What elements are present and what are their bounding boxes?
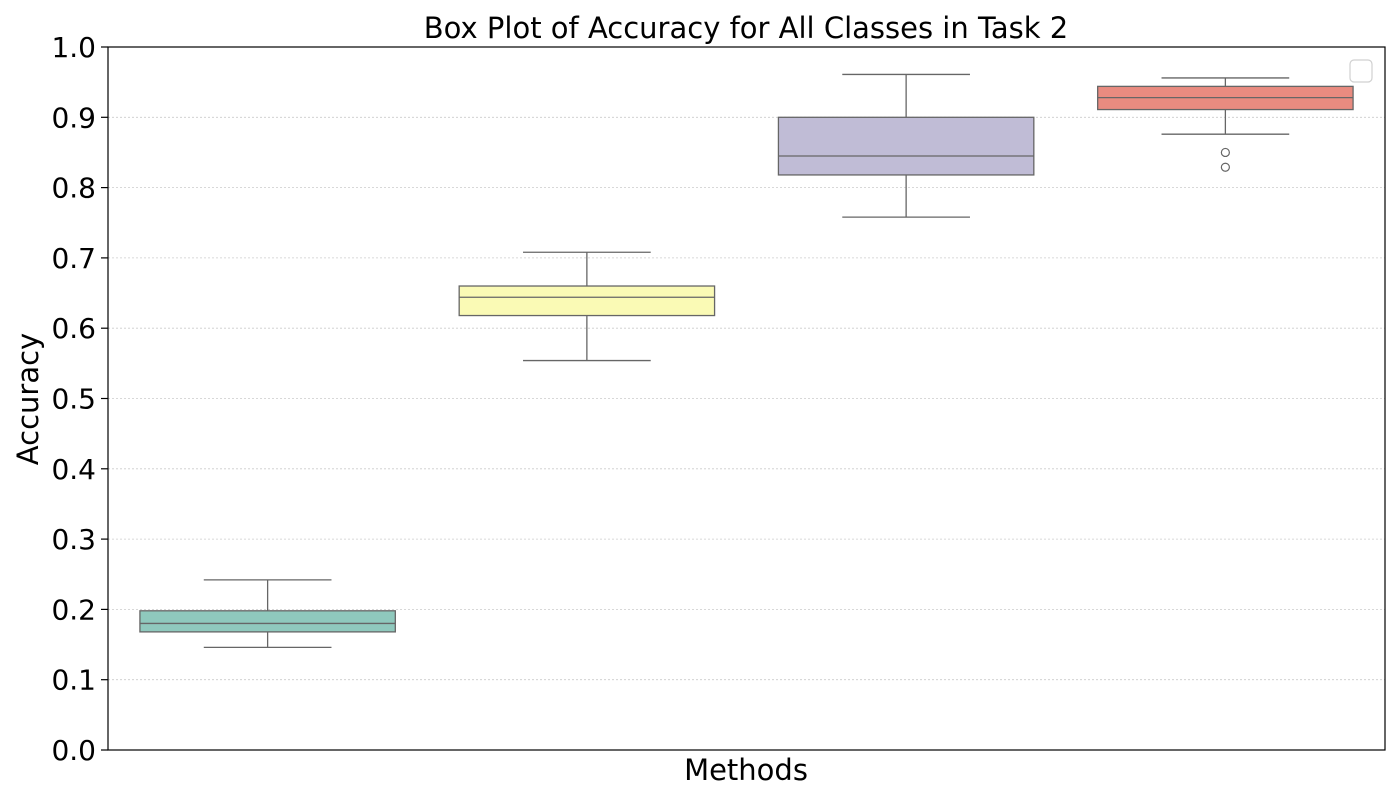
boxes-layer <box>139 73 1354 649</box>
legend-box <box>1349 59 1373 83</box>
y-tick-label: 0.4 <box>51 453 96 486</box>
y-tick-label: 0.0 <box>51 734 96 767</box>
y-axis-label: Accuracy <box>11 333 45 465</box>
y-tick-label: 0.8 <box>51 172 96 205</box>
y-tick-label: 0.7 <box>51 242 96 275</box>
box-body <box>458 285 716 317</box>
box-4 <box>1097 77 1354 172</box>
outlier-point <box>1220 147 1230 158</box>
y-tick-label: 0.2 <box>51 593 96 626</box>
y-tick-label: 0.3 <box>51 523 96 556</box>
y-tick-label: 0.1 <box>51 664 96 697</box>
box-body <box>777 116 1035 176</box>
plot-frame <box>107 46 1386 751</box>
y-tick-label: 0.5 <box>51 383 96 416</box>
box-1 <box>139 579 396 649</box>
outlier-point <box>1220 162 1230 172</box>
box-2 <box>458 251 716 362</box>
chart-title: Box Plot of Accuracy for All Classes in … <box>424 11 1068 45</box>
y-tick-label: 0.6 <box>51 312 96 345</box>
x-axis-label: Methods <box>684 753 808 787</box>
box-3 <box>777 73 1035 218</box>
grid-lines <box>108 116 1385 681</box>
y-tick-label: 0.9 <box>51 101 96 134</box>
y-tick-label: 1.0 <box>51 31 96 64</box>
y-axis: 0.0 0.1 0.2 0.3 0.4 0.5 0.6 0.7 0.8 0.9 1.0 <box>51 31 108 767</box>
box-body <box>139 610 396 633</box>
